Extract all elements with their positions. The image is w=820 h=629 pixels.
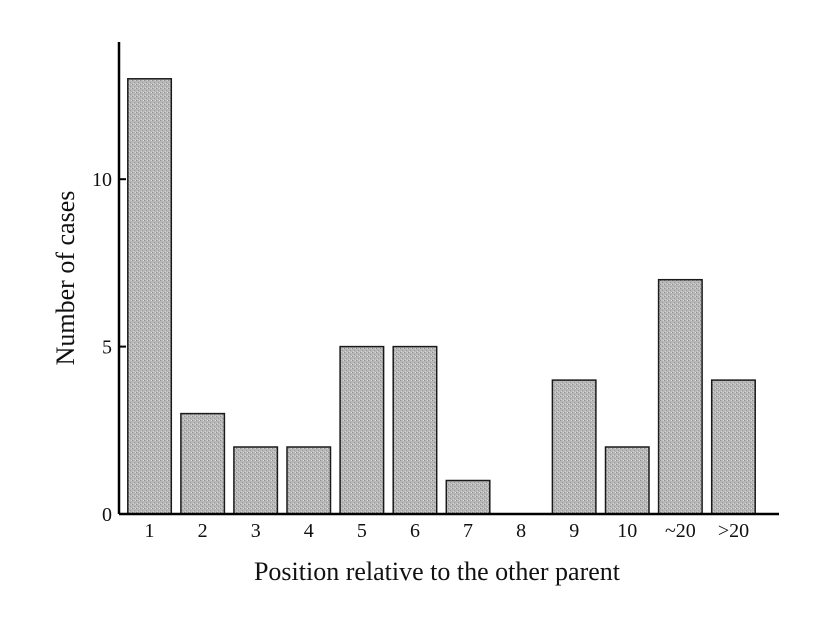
bar-1: [127, 78, 173, 515]
bar-12: [710, 379, 756, 515]
x-tick-label-4: 4: [304, 520, 314, 542]
x-tick-label-5: 5: [357, 520, 367, 542]
bar-4: [286, 446, 332, 515]
x-tick-label-9: 9: [569, 520, 579, 542]
y-axis-label: Number of cases: [51, 191, 80, 366]
bar-3: [233, 446, 279, 515]
y-tick-label-0: 0: [102, 504, 112, 526]
bar-2: [180, 412, 226, 515]
x-tick-label-8: 8: [516, 520, 526, 542]
x-tick-label-2: 2: [198, 520, 208, 542]
y-ticks-group: 0 5 10: [92, 169, 126, 526]
x-tick-label-6: 6: [410, 520, 420, 542]
bar-6: [392, 345, 438, 515]
x-tick-label-11: ~20: [665, 520, 696, 542]
bar-7: [445, 479, 491, 515]
x-tick-label-7: 7: [463, 520, 473, 542]
x-ticks-group: 1 2 3 4 5 6 7 8 9 10 ~20 >20: [145, 520, 750, 542]
bar-5: [339, 345, 385, 515]
x-tick-label-10: 10: [617, 520, 637, 542]
x-axis-label: Position relative to the other parent: [254, 557, 621, 586]
y-tick-label-10: 10: [92, 169, 112, 191]
x-tick-label-12: >20: [718, 520, 749, 542]
x-tick-label-3: 3: [251, 520, 261, 542]
y-tick-label-5: 5: [102, 337, 112, 359]
bar-10: [604, 446, 650, 515]
bar-9: [551, 379, 597, 515]
bars-group: [127, 78, 756, 515]
x-tick-label-1: 1: [145, 520, 155, 542]
bar-11: [657, 278, 703, 515]
